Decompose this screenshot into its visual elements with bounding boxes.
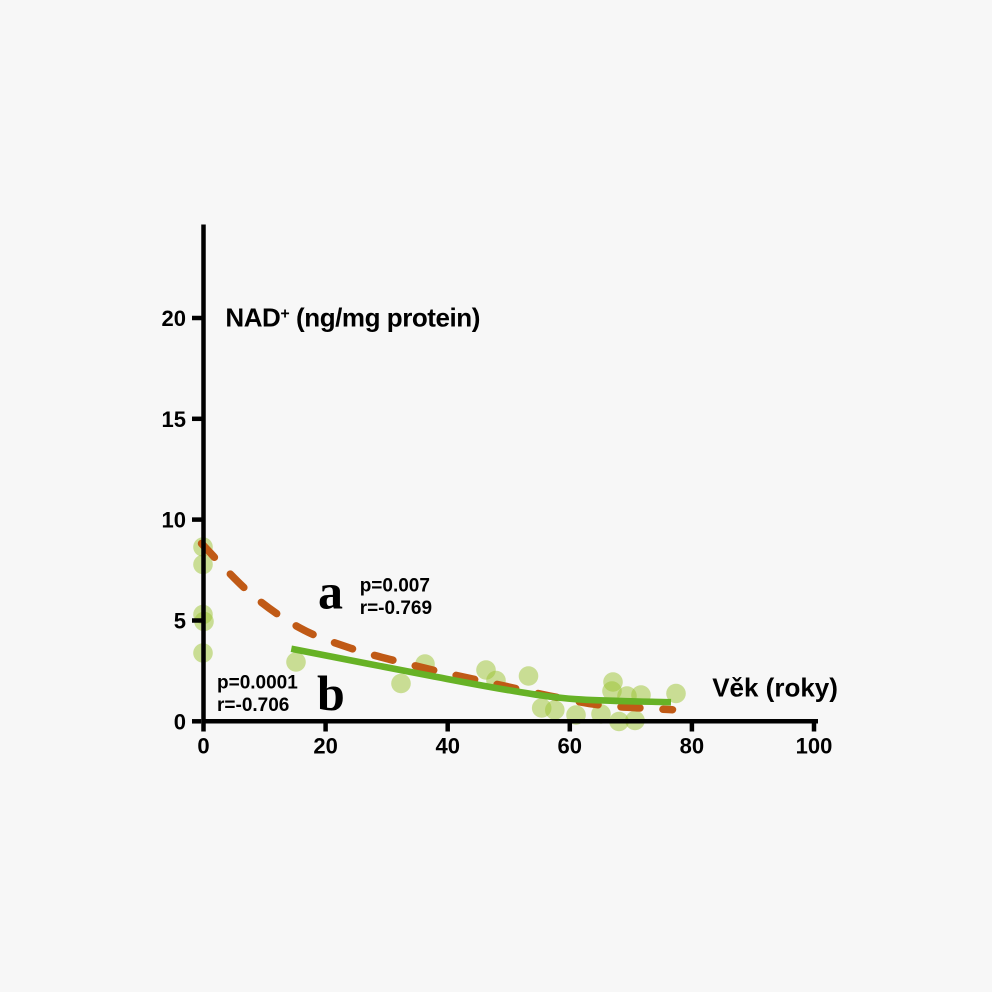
- svg-text:5: 5: [174, 609, 186, 634]
- svg-text:r=-0.769: r=-0.769: [360, 598, 432, 619]
- svg-text:20: 20: [162, 306, 186, 331]
- svg-text:p=0.0001: p=0.0001: [217, 672, 298, 693]
- svg-text:p=0.007: p=0.007: [360, 575, 430, 596]
- svg-text:60: 60: [558, 734, 582, 759]
- svg-text:40: 40: [435, 734, 459, 759]
- svg-text:80: 80: [680, 734, 704, 759]
- svg-text:Věk (roky): Věk (roky): [712, 672, 838, 702]
- svg-text:a: a: [318, 564, 343, 620]
- svg-text:15: 15: [162, 407, 186, 432]
- svg-text:0: 0: [197, 734, 209, 759]
- svg-text:0: 0: [174, 709, 186, 734]
- svg-text:20: 20: [313, 734, 337, 759]
- svg-text:NAD+ (ng/mg protein): NAD+ (ng/mg protein): [225, 302, 480, 332]
- svg-text:b: b: [317, 665, 345, 721]
- svg-text:10: 10: [162, 508, 186, 533]
- svg-text:r=-0.706: r=-0.706: [217, 695, 289, 716]
- svg-text:100: 100: [796, 734, 833, 759]
